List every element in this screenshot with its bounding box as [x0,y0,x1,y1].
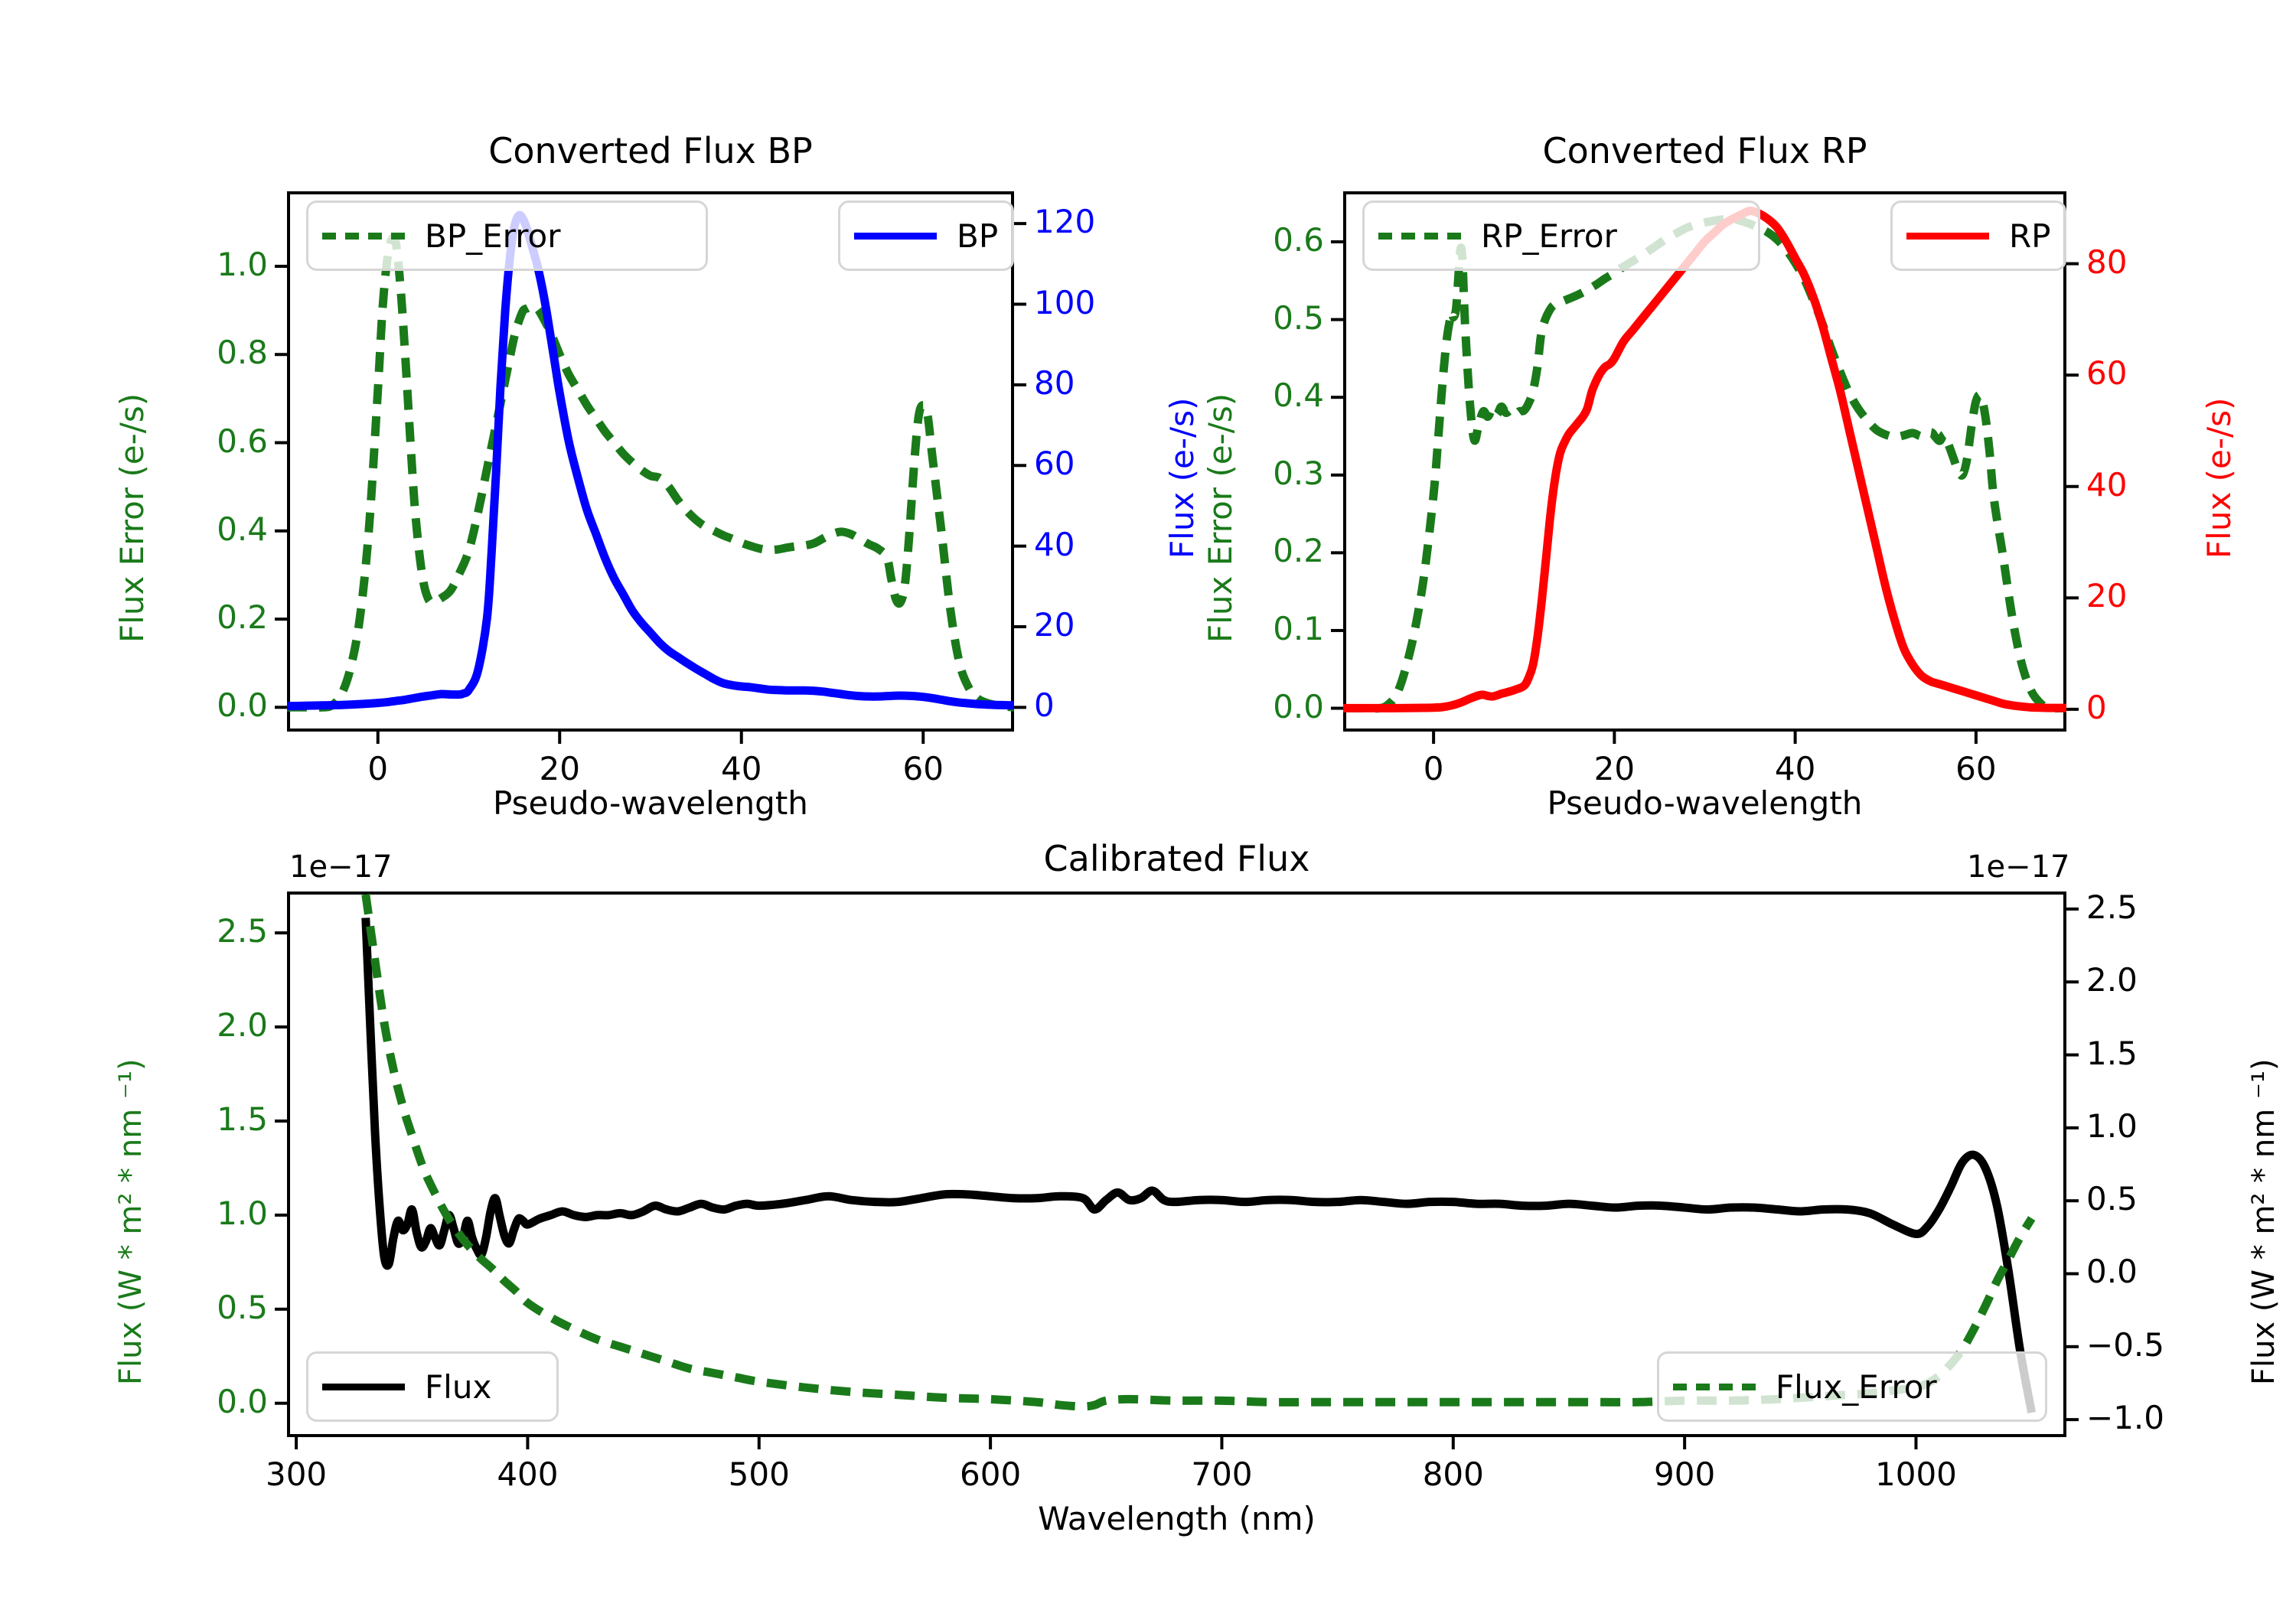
panel-bp-legend-flux[interactable]: BP [838,200,1014,271]
tick-label-y-left: 0.2 [217,598,268,637]
panel-cal-offset-left: 1e−17 [289,849,393,885]
tick-label-y-right: 100 [1034,283,1096,321]
tick-label-y-left: 0.3 [1273,454,1324,492]
tick-label-y-left: 0.5 [217,1288,268,1326]
panel-cal-xlabel: Wavelength (nm) [1038,1500,1316,1537]
tick-label-y-right: 40 [2086,465,2128,504]
tick-label-y-right: 0.0 [2086,1253,2138,1291]
tick-label-x: 40 [1774,750,1816,787]
tick-label-y-left: 0.6 [217,422,268,460]
panel-bp-xlabel: Pseudo-wavelength [493,784,808,822]
tick-label-y-left: 0.1 [1273,609,1324,647]
panel-rp-legend-flux-label: RP [2009,217,2051,255]
tick-label-y-left: 0.4 [1273,376,1324,415]
flux-error-legend-swatch [1673,1383,1756,1390]
tick-label-x: 500 [728,1455,790,1493]
panel-rp-title: Converted Flux RP [1542,130,1867,171]
tick-label-x: 20 [1593,750,1636,787]
tick-label-y-left: 0.4 [217,510,268,548]
panel-bp-title: Converted Flux BP [488,130,813,171]
tick-label-y-left: 1.5 [217,1100,268,1138]
tick-label-y-right: 60 [2086,354,2128,393]
tick-label-y-left: 0.0 [217,1382,268,1420]
tick-label-x: 40 [721,750,762,787]
tick-label-y-right: 2.0 [2086,961,2138,999]
rp-error-legend-swatch [1378,232,1461,240]
tick-label-x: 400 [497,1455,559,1493]
panel-bp-legend-flux-label: BP [957,217,999,255]
tick-label-y-left: 2.5 [217,912,268,950]
bp-error-legend-swatch [322,232,405,240]
panel-rp-axes [1343,191,2066,732]
panel-rp-legend-error-label: RP_Error [1481,217,1617,255]
tick-label-x: 600 [960,1455,1022,1493]
panel-cal-legend-flux[interactable]: Flux [306,1351,559,1422]
tick-label-y-left: 2.0 [217,1006,268,1045]
tick-label-y-right: 40 [1034,525,1075,563]
tick-label-y-right: 80 [2086,243,2128,281]
tick-label-x: 700 [1191,1455,1253,1493]
flux-legend-swatch [322,1383,405,1390]
tick-label-y-right: 20 [2086,577,2128,615]
panel-bp-legend-error-label: BP_Error [425,217,561,255]
tick-label-y-left: 0.5 [1273,298,1324,337]
tick-label-y-right: −0.5 [2086,1325,2164,1364]
tick-label-y-left: 0.6 [1273,221,1324,259]
tick-label-y-left: 0.0 [217,686,268,725]
panel-rp-xlabel: Pseudo-wavelength [1547,784,1863,822]
tick-label-y-left: 0.8 [217,334,268,372]
tick-label-y-right: −1.0 [2086,1399,2164,1437]
panel-cal-legend-error-label: Flux_Error [1776,1367,1937,1406]
tick-label-x: 800 [1422,1455,1484,1493]
panel-rp-legend-flux[interactable]: RP [1890,200,2066,271]
tick-label-x: 900 [1654,1455,1716,1493]
tick-label-x: 1000 [1875,1455,1957,1493]
rp-legend-swatch [1906,232,1989,240]
panel-cal-offset-right: 1e−17 [1967,849,2070,885]
tick-label-y-right: 1.5 [2086,1034,2138,1072]
tick-label-y-right: 0 [2086,688,2107,726]
panel-rp-legend-error[interactable]: RP_Error [1362,200,1760,271]
tick-label-x: 60 [902,750,944,787]
tick-label-y-right: 1.0 [2086,1107,2138,1145]
tick-label-x: 60 [1955,750,1997,787]
tick-label-y-left: 1.0 [217,1194,268,1232]
panel-cal-legend-flux-label: Flux [425,1367,492,1406]
tick-label-x: 0 [367,750,389,787]
panel-cal-legend-error[interactable]: Flux_Error [1657,1351,2047,1422]
tick-label-x: 20 [539,750,580,787]
panel-cal-title: Calibrated Flux [1043,838,1310,879]
tick-label-x: 0 [1423,750,1444,787]
tick-label-y-right: 80 [1034,363,1075,402]
tick-label-y-left: 0.2 [1273,532,1324,570]
tick-label-x: 300 [265,1455,328,1493]
tick-label-y-right: 120 [1034,203,1096,241]
panel-bp-legend-error[interactable]: BP_Error [306,200,708,271]
tick-label-y-left: 0.0 [1273,687,1324,725]
bp-legend-swatch [854,232,937,240]
tick-label-y-right: 0 [1034,686,1055,725]
tick-label-y-right: 60 [1034,445,1075,483]
tick-label-y-right: 20 [1034,606,1075,644]
tick-label-y-right: 2.5 [2086,888,2138,926]
panel-cal-axes [287,892,2066,1437]
tick-label-y-right: 0.5 [2086,1180,2138,1218]
panel-bp-axes [287,191,1014,732]
tick-label-y-left: 1.0 [217,245,268,283]
